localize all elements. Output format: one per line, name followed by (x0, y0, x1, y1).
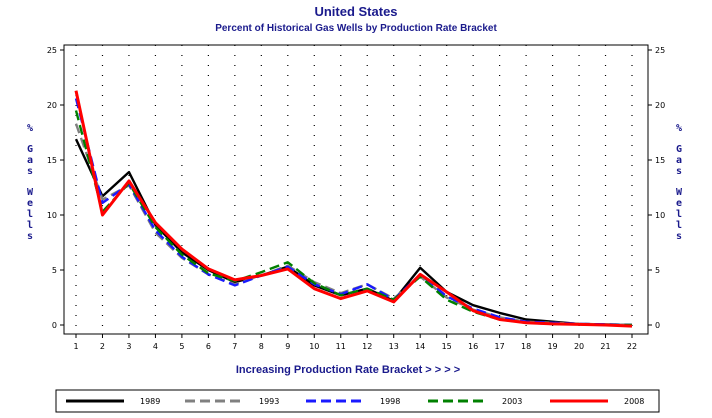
y-axis: 0 0 5 5 10 10 15 15 20 20 25 25 (47, 46, 665, 330)
chart-title: United States (314, 4, 397, 19)
x-axis: 1 2 3 4 5 6 7 8 9 10 11 12 13 14 15 16 17 18 19 20 21 22 (73, 334, 637, 351)
y-tick-label-right: 5 (655, 266, 660, 275)
x-tick-label: 19 (547, 342, 557, 351)
x-tick-label: 12 (362, 342, 372, 351)
x-tick-label: 4 (153, 342, 158, 351)
x-tick-label: 16 (468, 342, 478, 351)
y-tick-label-right: 0 (655, 321, 660, 330)
x-tick-label: 17 (495, 342, 505, 351)
x-tick-label: 15 (442, 342, 452, 351)
chart-subtitle: Percent of Historical Gas Wells by Produ… (215, 23, 497, 34)
x-tick-label: 9 (285, 342, 290, 351)
x-tick-label: 13 (389, 342, 399, 351)
x-tick-label: 10 (309, 342, 319, 351)
legend-label-2003: 2003 (502, 397, 522, 406)
y-tick-label-right: 15 (655, 156, 665, 165)
x-tick-label: 11 (336, 342, 346, 351)
x-tick-label: 14 (415, 342, 425, 351)
x-tick-label: 21 (600, 342, 610, 351)
x-tick-label: 1 (73, 342, 78, 351)
x-tick-label: 5 (179, 342, 184, 351)
legend-label-1989: 1989 (140, 397, 160, 406)
x-tick-label: 20 (574, 342, 584, 351)
x-tick-label: 3 (126, 342, 131, 351)
series-line-2008 (74, 90, 633, 328)
x-tick-label: 22 (627, 342, 637, 351)
x-tick-label: 2 (100, 342, 105, 351)
y-tick-label-right: 20 (655, 101, 665, 110)
legend: 1989 1993 1998 2003 2008 (66, 397, 644, 406)
series-line-2003 (74, 110, 632, 327)
y-tick-label-left: 20 (47, 101, 57, 110)
grid (75, 45, 633, 334)
plot-frame (63, 44, 649, 335)
x-tick-label: 6 (206, 342, 211, 351)
y-tick-label-left: 0 (52, 321, 57, 330)
y-tick-label-left: 25 (47, 46, 57, 55)
y-tick-label-left: 5 (52, 266, 57, 275)
x-tick-label: 18 (521, 342, 531, 351)
y-tick-label-left: 10 (47, 211, 57, 220)
x-axis-label: Increasing Production Rate Bracket > > >… (236, 364, 460, 376)
y-tick-label-right: 25 (655, 46, 665, 55)
y-tick-label-right: 10 (655, 211, 665, 220)
y-tick-label-left: 15 (47, 156, 57, 165)
legend-label-1993: 1993 (259, 397, 279, 406)
legend-label-2008: 2008 (624, 397, 644, 406)
series-lines (74, 90, 633, 328)
legend-label-1998: 1998 (380, 397, 400, 406)
x-tick-label: 7 (232, 342, 237, 351)
x-tick-label: 8 (259, 342, 264, 351)
